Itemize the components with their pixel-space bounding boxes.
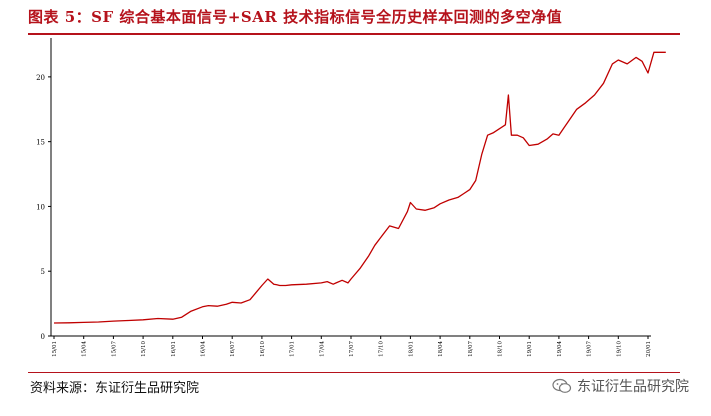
x-tick-label: 19/07 bbox=[587, 341, 593, 357]
chart-axes bbox=[50, 38, 651, 337]
series-line bbox=[53, 51, 666, 324]
x-tick-label: 20/01 bbox=[646, 341, 652, 357]
y-tick-label: 5 bbox=[41, 268, 45, 276]
series-group bbox=[53, 51, 666, 324]
x-tick-label: 18/04 bbox=[438, 341, 444, 357]
watermark: 东证衍生品研究院 bbox=[552, 376, 689, 396]
x-tick-label: 18/01 bbox=[408, 341, 414, 357]
x-tick-label: 17/01 bbox=[290, 341, 296, 357]
title-divider bbox=[28, 33, 680, 35]
y-axis-ticks: 0 5 10 15 20 bbox=[36, 74, 51, 341]
watermark-text: 东证衍生品研究院 bbox=[577, 379, 689, 395]
x-tick-label: 15/10 bbox=[141, 341, 147, 357]
x-tick-label: 18/07 bbox=[468, 341, 474, 357]
y-tick-label: 20 bbox=[36, 74, 45, 82]
x-tick-label: 16/04 bbox=[201, 341, 207, 357]
x-tick-label: 15/04 bbox=[82, 341, 88, 357]
figure-title: 图表 5：SF 综合基本面信号+SAR 技术指标信号全历史样本回测的多空净值 bbox=[28, 8, 563, 26]
x-tick-label: 16/01 bbox=[171, 341, 177, 357]
x-axis-ticks: 15/01 15/04 15/07 15/10 16/01 16/04 16/07 16/10… bbox=[52, 336, 652, 357]
x-tick-label: 17/10 bbox=[379, 341, 385, 357]
y-tick-label: 10 bbox=[36, 203, 45, 211]
y-tick-label: 15 bbox=[36, 139, 45, 147]
x-tick-label: 15/01 bbox=[52, 341, 58, 357]
x-tick-label: 19/01 bbox=[527, 341, 533, 357]
wechat-icon bbox=[552, 378, 572, 393]
footer-divider bbox=[28, 372, 680, 373]
x-tick-label: 15/07 bbox=[111, 341, 117, 357]
x-tick-label: 19/10 bbox=[616, 341, 622, 357]
x-tick-label: 19/04 bbox=[557, 341, 563, 357]
y-tick-label: 0 bbox=[41, 333, 45, 341]
x-tick-label: 16/10 bbox=[260, 341, 266, 357]
x-tick-label: 17/07 bbox=[349, 341, 355, 357]
x-tick-label: 17/04 bbox=[319, 341, 325, 357]
x-tick-label: 18/10 bbox=[498, 341, 504, 357]
x-tick-label: 16/07 bbox=[230, 341, 236, 357]
source-note: 资料来源：东证衍生品研究院 bbox=[30, 381, 200, 396]
